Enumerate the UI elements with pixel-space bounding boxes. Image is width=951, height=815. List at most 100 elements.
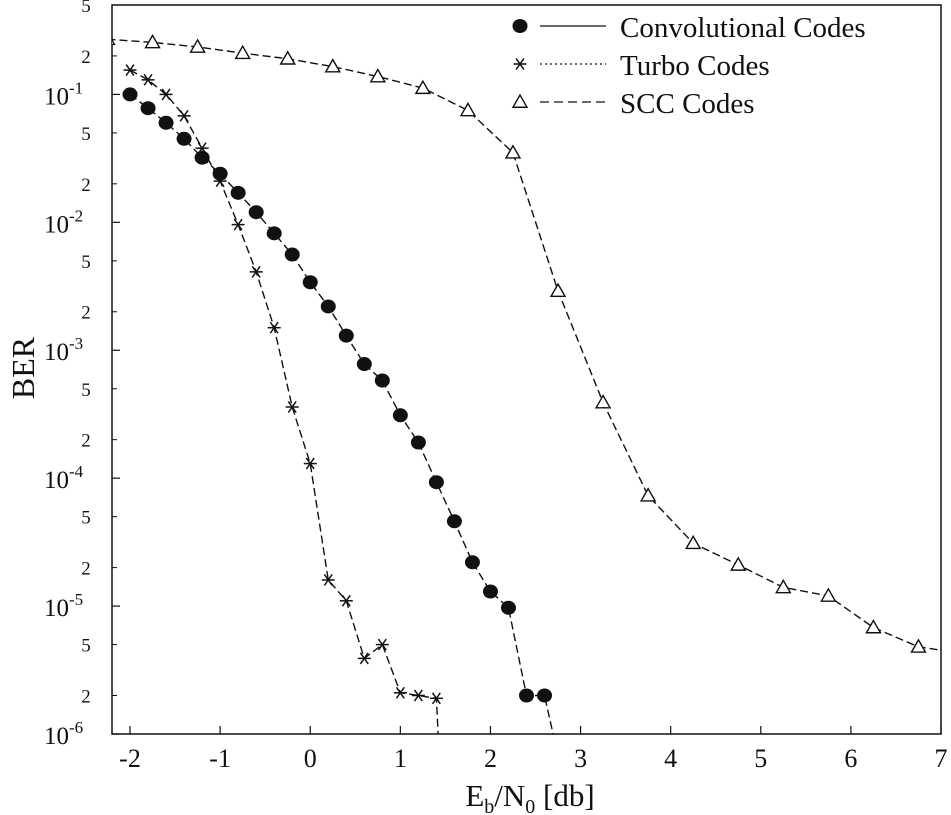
y-minor-tick-label: 5: [81, 0, 91, 17]
data-point: [159, 88, 173, 101]
legend-marker: [511, 93, 529, 108]
data-point: [369, 68, 387, 83]
data-point: [684, 534, 702, 550]
y-tick-label: 10-4: [44, 462, 84, 494]
data-point: [464, 555, 480, 570]
y-minor-tick-label: 5: [81, 636, 91, 657]
data-point: [356, 357, 372, 372]
data-point: [357, 652, 371, 665]
asterisk-stroke: [413, 689, 423, 702]
data-point: [123, 64, 137, 77]
legend-label: Turbo Codes: [620, 50, 770, 82]
x-tick-label: 1: [394, 744, 407, 773]
asterisk-stroke: [269, 321, 279, 334]
legend-entry: Convolutional Codes: [512, 12, 866, 44]
data-point: [375, 638, 389, 651]
y-minor-tick-label: 2: [81, 47, 91, 68]
data-point: [504, 144, 522, 159]
data-point: [639, 487, 657, 502]
asterisk-stroke: [305, 457, 315, 470]
series-line: [129, 93, 554, 734]
y-tick-label: 10-1: [44, 78, 83, 110]
data-point: [392, 408, 408, 423]
data-point: [775, 578, 792, 594]
x-tick-label: 4: [664, 744, 677, 773]
data-point: [374, 373, 390, 388]
data-point: [112, 38, 116, 46]
data-point: [500, 600, 516, 615]
asterisk-stroke: [143, 73, 153, 86]
data-point: [519, 688, 534, 703]
plot-frame: [111, 4, 942, 735]
data-point: [177, 109, 191, 122]
data-point: [910, 638, 927, 653]
series-layer: [112, 33, 941, 734]
y-tick-label: 10-5: [44, 590, 83, 622]
data-point: [285, 401, 299, 413]
y-axis-label: BER: [5, 336, 41, 399]
data-point: [195, 142, 209, 155]
series-convolutional-codes: [122, 87, 554, 734]
data-point: [267, 321, 281, 334]
x-axis-label: Eb/N0 [db]: [465, 778, 594, 815]
data-point: [230, 185, 246, 200]
data-point: [594, 394, 612, 409]
data-point: [339, 594, 353, 607]
x-tick-label: 6: [844, 744, 857, 773]
asterisk-stroke: [161, 88, 171, 101]
asterisk-stroke: [341, 594, 351, 607]
asterisk-stroke: [197, 142, 207, 155]
data-point: [411, 689, 425, 702]
x-tick-label: -1: [209, 744, 231, 773]
asterisk-stroke: [323, 574, 333, 586]
x-tick-label: 3: [574, 744, 587, 773]
asterisk-stroke: [125, 64, 135, 77]
data-point: [446, 514, 462, 529]
asterisk-stroke: [179, 109, 189, 122]
asterisk-stroke: [431, 692, 441, 705]
y-tick-label: 10-3: [44, 334, 83, 366]
data-point: [122, 87, 138, 102]
asterisk-stroke: [515, 58, 525, 70]
y-minor-tick-label: 5: [81, 508, 91, 529]
legend-label: SCC Codes: [620, 88, 755, 120]
data-point: [820, 587, 837, 602]
x-tick-label: 0: [304, 744, 317, 773]
asterisk-stroke: [233, 218, 243, 231]
data-point: [144, 33, 161, 49]
legend-marker: [512, 19, 528, 33]
data-point: [249, 265, 263, 278]
data-point: [393, 686, 407, 699]
asterisk-stroke: [287, 401, 297, 413]
series-scc-codes: [112, 33, 941, 653]
data-point: [266, 226, 282, 241]
data-point: [730, 556, 747, 571]
asterisk-stroke: [377, 638, 387, 651]
data-point: [213, 175, 227, 188]
legend-entry: Turbo Codes: [513, 50, 770, 82]
data-point: [324, 58, 341, 73]
series-line: [129, 69, 439, 734]
data-point: [176, 131, 192, 146]
series-turbo-codes: [123, 64, 443, 734]
data-point: [459, 101, 477, 117]
data-point: [189, 38, 206, 53]
y-minor-tick-label: 2: [81, 175, 91, 196]
data-point: [429, 692, 443, 705]
y-minor-tick-label: 2: [81, 303, 91, 324]
y-minor-tick-label: 5: [81, 252, 91, 273]
data-point: [212, 166, 228, 181]
data-point: [410, 435, 426, 450]
data-point: [320, 299, 336, 314]
data-point: [865, 619, 882, 634]
data-point: [482, 584, 498, 599]
y-minor-tick-label: 2: [81, 686, 91, 707]
asterisk-stroke: [215, 175, 225, 188]
data-point: [284, 247, 300, 262]
y-tick-label: 10-6: [44, 718, 83, 750]
y-minor-tick-label: 5: [81, 380, 91, 401]
data-point: [194, 150, 210, 165]
asterisk-stroke: [359, 652, 369, 665]
y-minor-tick-label: 2: [81, 559, 91, 580]
